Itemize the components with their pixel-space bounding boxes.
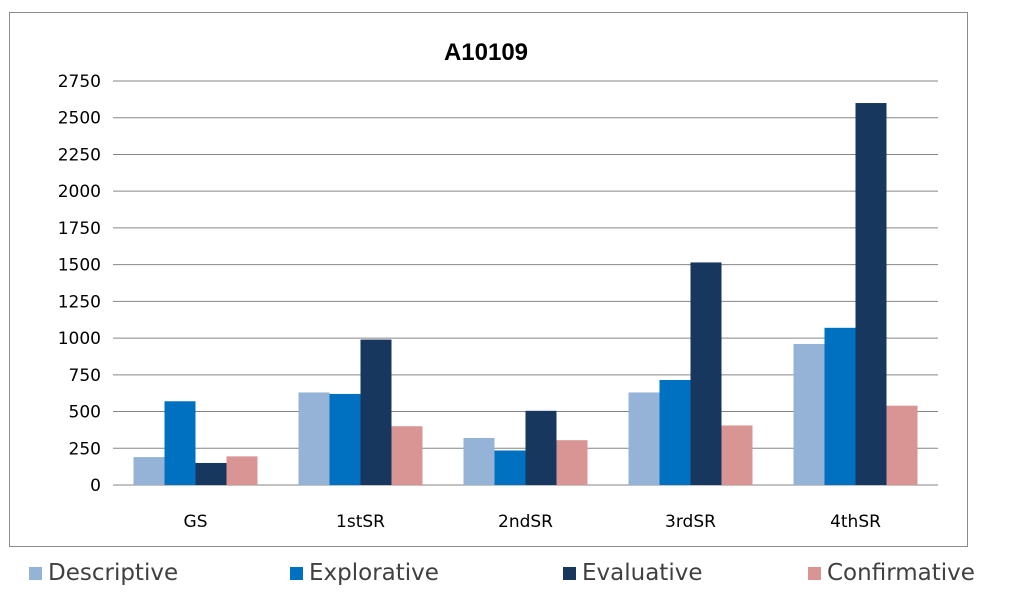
x-axis-tick-labels: GS 1stSR 2ndSR 3rdSR 4thSR	[184, 512, 882, 532]
y-tick-label: 1750	[58, 219, 101, 239]
y-tick-label: 250	[69, 439, 101, 459]
legend-label-confirmative: Confirmative	[827, 560, 975, 586]
bar-evaluative-4thsr	[855, 103, 887, 485]
y-tick-label: 1250	[58, 292, 101, 312]
x-tick-label: 3rdSR	[665, 512, 716, 532]
legend-item-confirmative[interactable]: Confirmative	[808, 562, 975, 585]
y-tick-label: 2500	[58, 109, 101, 129]
legend-swatch-evaluative	[563, 567, 576, 580]
y-axis-tick-labels: 0 250 500 750 1000 1250 1500 1750 2000 2250 2500 27…	[58, 72, 101, 496]
legend-swatch-explorative	[290, 567, 303, 580]
legend-label-explorative: Explorative	[309, 560, 439, 586]
legend-item-descriptive[interactable]: Descriptive	[29, 562, 178, 585]
legend-swatch-confirmative	[808, 567, 821, 580]
bar-descriptive-1stsr	[298, 392, 330, 485]
y-tick-label: 2750	[58, 72, 101, 92]
y-tick-label: 2000	[58, 182, 101, 202]
x-tick-label: 2ndSR	[498, 512, 553, 532]
y-tick-label: 1500	[58, 256, 101, 276]
chart-title: A10109	[444, 39, 528, 66]
bar-descriptive-gs	[133, 457, 165, 485]
bar-confirmative-4thsr	[886, 405, 918, 485]
legend-item-explorative[interactable]: Explorative	[290, 562, 439, 585]
bar-explorative-4thsr	[824, 327, 856, 485]
bar-confirmative-gs	[226, 456, 258, 485]
bar-evaluative-2ndsr	[525, 410, 557, 485]
legend: Descriptive Explorative Evaluative Confi…	[0, 552, 1012, 610]
bar-descriptive-2ndsr	[463, 437, 495, 485]
y-tick-label: 750	[69, 366, 101, 386]
legend-swatch-descriptive	[29, 567, 42, 580]
bar-confirmative-2ndsr	[556, 440, 588, 485]
legend-label-evaluative: Evaluative	[582, 560, 703, 586]
bar-confirmative-3rdsr	[721, 425, 753, 485]
bar-evaluative-1stsr	[360, 339, 392, 485]
bar-explorative-3rdsr	[659, 379, 691, 485]
bar-evaluative-3rdsr	[690, 262, 722, 485]
bar-descriptive-3rdsr	[628, 392, 660, 485]
y-tick-label: 1000	[58, 329, 101, 349]
x-tick-label: 4thSR	[830, 512, 881, 532]
x-tick-label: GS	[184, 512, 208, 532]
legend-item-evaluative[interactable]: Evaluative	[563, 562, 702, 585]
bar-explorative-1stsr	[329, 393, 361, 485]
bar-confirmative-1stsr	[391, 426, 423, 485]
y-tick-label: 0	[90, 476, 101, 496]
bar-descriptive-4thsr	[793, 343, 825, 485]
x-tick-label: 1stSR	[336, 512, 385, 532]
y-tick-label: 500	[69, 403, 101, 423]
bar-evaluative-gs	[195, 462, 227, 485]
y-tick-label: 2250	[58, 145, 101, 165]
bar-explorative-2ndsr	[494, 450, 526, 485]
bar-explorative-gs	[164, 401, 196, 485]
legend-label-descriptive: Descriptive	[48, 560, 179, 586]
bars	[133, 103, 918, 485]
